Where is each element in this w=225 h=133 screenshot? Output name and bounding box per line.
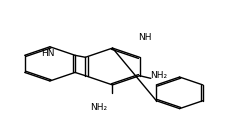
Text: NH₂: NH₂ [151,71,168,80]
Text: HN: HN [41,49,54,58]
Text: NH₂: NH₂ [90,103,108,112]
Text: NH: NH [138,33,152,42]
